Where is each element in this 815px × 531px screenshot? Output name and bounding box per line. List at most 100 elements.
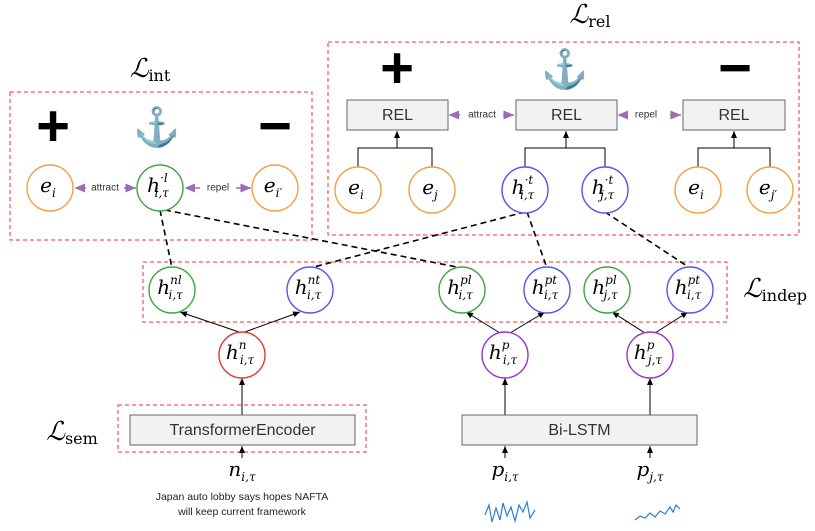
math-base: h — [489, 340, 502, 364]
loss-symbol: ℒ — [130, 54, 150, 84]
math-sub: i — [52, 186, 56, 200]
math-label: pj,τ — [637, 457, 664, 484]
math-sup: ·t — [525, 173, 534, 187]
loss-symbol: ℒ — [743, 274, 763, 304]
math-sub: i,τ — [687, 288, 702, 302]
math-label: ej — [422, 175, 438, 202]
math-sub: i — [360, 188, 364, 202]
math-sub: i,τ — [520, 188, 535, 202]
node: h·t i,τ — [501, 166, 549, 214]
loss-symbol: ℒ — [46, 417, 66, 447]
math-label: h·t j,τ — [592, 173, 615, 202]
math-sub: i,τ — [544, 288, 559, 302]
math-label: ei′ — [264, 173, 283, 200]
node-circle — [148, 266, 196, 314]
sign: − — [718, 35, 752, 100]
loss-subscript: indep — [762, 286, 807, 305]
node: hp j,τ — [626, 331, 674, 379]
node-circle — [26, 164, 74, 212]
node: ei — [674, 166, 722, 214]
sign: + — [36, 93, 70, 158]
math-sub: j — [431, 188, 438, 202]
node-circle — [251, 164, 299, 212]
math-sub: i,τ — [504, 470, 519, 484]
relation-arrows — [74, 110, 681, 193]
math-sup: nl — [170, 273, 182, 287]
math-label: ni,τ — [228, 457, 256, 484]
node-circle — [136, 164, 184, 212]
math-base: h — [512, 175, 525, 199]
math-base: h — [592, 175, 605, 199]
node-circle — [666, 266, 714, 314]
node: ei — [26, 164, 74, 212]
math-base: h — [592, 275, 605, 299]
node-circle — [481, 331, 529, 379]
math-base: h — [447, 275, 460, 299]
math-sub: i,τ — [458, 288, 473, 302]
rel-box — [682, 99, 786, 131]
node-circle — [583, 266, 631, 314]
math-base: e — [348, 175, 360, 199]
node: hpl i,τ — [438, 266, 486, 314]
node-circle — [674, 166, 722, 214]
node-circle — [746, 166, 794, 214]
math-label: h·t i,τ — [512, 173, 535, 202]
node: ej — [408, 166, 456, 214]
math-sup: nt — [308, 273, 321, 287]
math-label: hn i,τ — [226, 338, 255, 367]
math-sub: i — [700, 188, 704, 202]
encoder-label: Bi-LSTM — [548, 422, 610, 439]
math-sup: ·t — [605, 173, 614, 187]
node-circle — [581, 166, 629, 214]
node: h·t j,τ — [581, 166, 629, 214]
node-circle — [523, 266, 571, 314]
sign: − — [258, 93, 292, 158]
rel-box — [515, 99, 618, 131]
math-label: ej′ — [759, 175, 778, 202]
sign: + — [380, 35, 414, 100]
math-base: h — [157, 275, 170, 299]
node-circle — [408, 166, 456, 214]
math-label: hpl j,τ — [592, 273, 618, 302]
node: ei — [334, 166, 382, 214]
math-label: h·l i,τ — [147, 171, 169, 200]
math-base: h — [147, 173, 160, 197]
math-sup: pt — [545, 273, 558, 287]
math-sub: j′ — [768, 188, 778, 202]
math-base: e — [422, 175, 434, 199]
math-label: ei — [40, 173, 56, 200]
math-sup: p — [502, 338, 510, 352]
caption-line: Japan auto lobby says hopes NAFTA — [156, 491, 329, 503]
loss-symbol: ℒ — [570, 0, 590, 30]
math-label: hpt i,τ — [675, 273, 702, 302]
loss-subscript: sem — [65, 429, 98, 448]
node: hp i,τ — [481, 331, 529, 379]
node: hpt i,τ — [523, 266, 571, 314]
math-base: h — [532, 275, 545, 299]
loss-label: ℒsem — [46, 417, 98, 448]
node-circle — [334, 166, 382, 214]
math-sub: i,τ — [155, 186, 170, 200]
node: ej′ — [746, 166, 794, 214]
math-label: hp i,τ — [489, 338, 518, 367]
rel-box — [346, 99, 449, 131]
math-label: hpt i,τ — [532, 273, 559, 302]
loss-subscript: rel — [588, 12, 610, 31]
loss-subscript: int — [148, 66, 170, 85]
math-base: h — [295, 275, 308, 299]
math-sub: i,τ — [241, 470, 256, 484]
math-sup: pl — [460, 273, 472, 287]
math-label: pi,τ — [491, 457, 518, 484]
node: hpt i,τ — [666, 266, 714, 314]
math-sup: p — [647, 338, 655, 352]
math-base: e — [688, 175, 700, 199]
encoder-box — [129, 414, 356, 446]
math-label: ei — [688, 175, 704, 202]
loss-label: ℒindep — [743, 274, 807, 305]
loss-label: ℒint — [130, 54, 171, 85]
node: hnl i,τ — [148, 266, 196, 314]
math-sup: pl — [605, 273, 617, 287]
rel-label: REL — [551, 107, 582, 124]
math-label: hp j,τ — [634, 338, 663, 367]
math-sub: i,τ — [503, 353, 518, 367]
